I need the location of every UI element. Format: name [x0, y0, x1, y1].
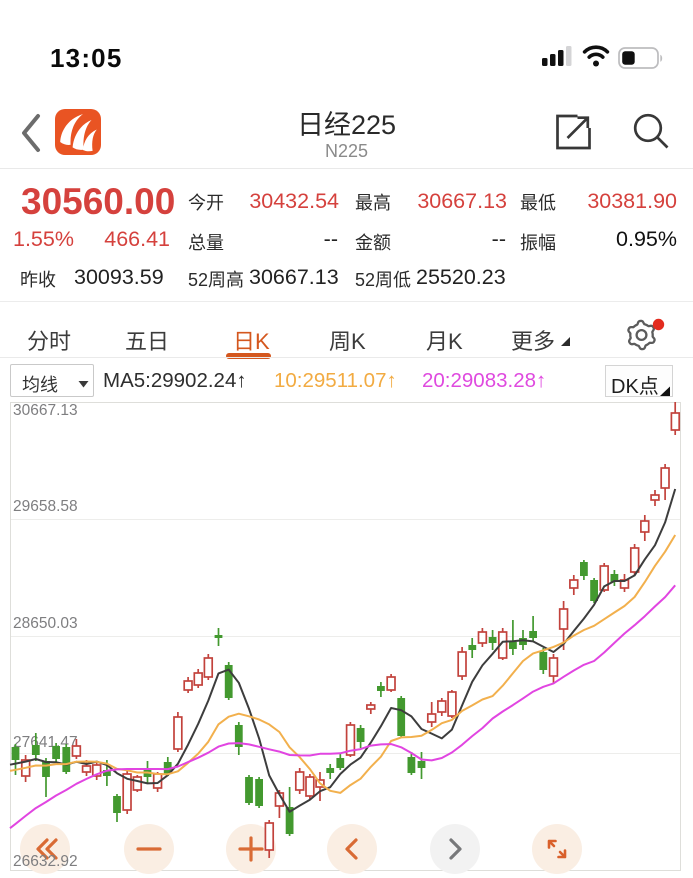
svg-text:29658.58: 29658.58 [13, 498, 78, 515]
svg-text:28650.03: 28650.03 [13, 615, 78, 632]
svg-text:26632.92: 26632.92 [13, 853, 78, 870]
svg-text:30667.13: 30667.13 [13, 402, 78, 419]
svg-text:27641.47: 27641.47 [13, 734, 78, 751]
